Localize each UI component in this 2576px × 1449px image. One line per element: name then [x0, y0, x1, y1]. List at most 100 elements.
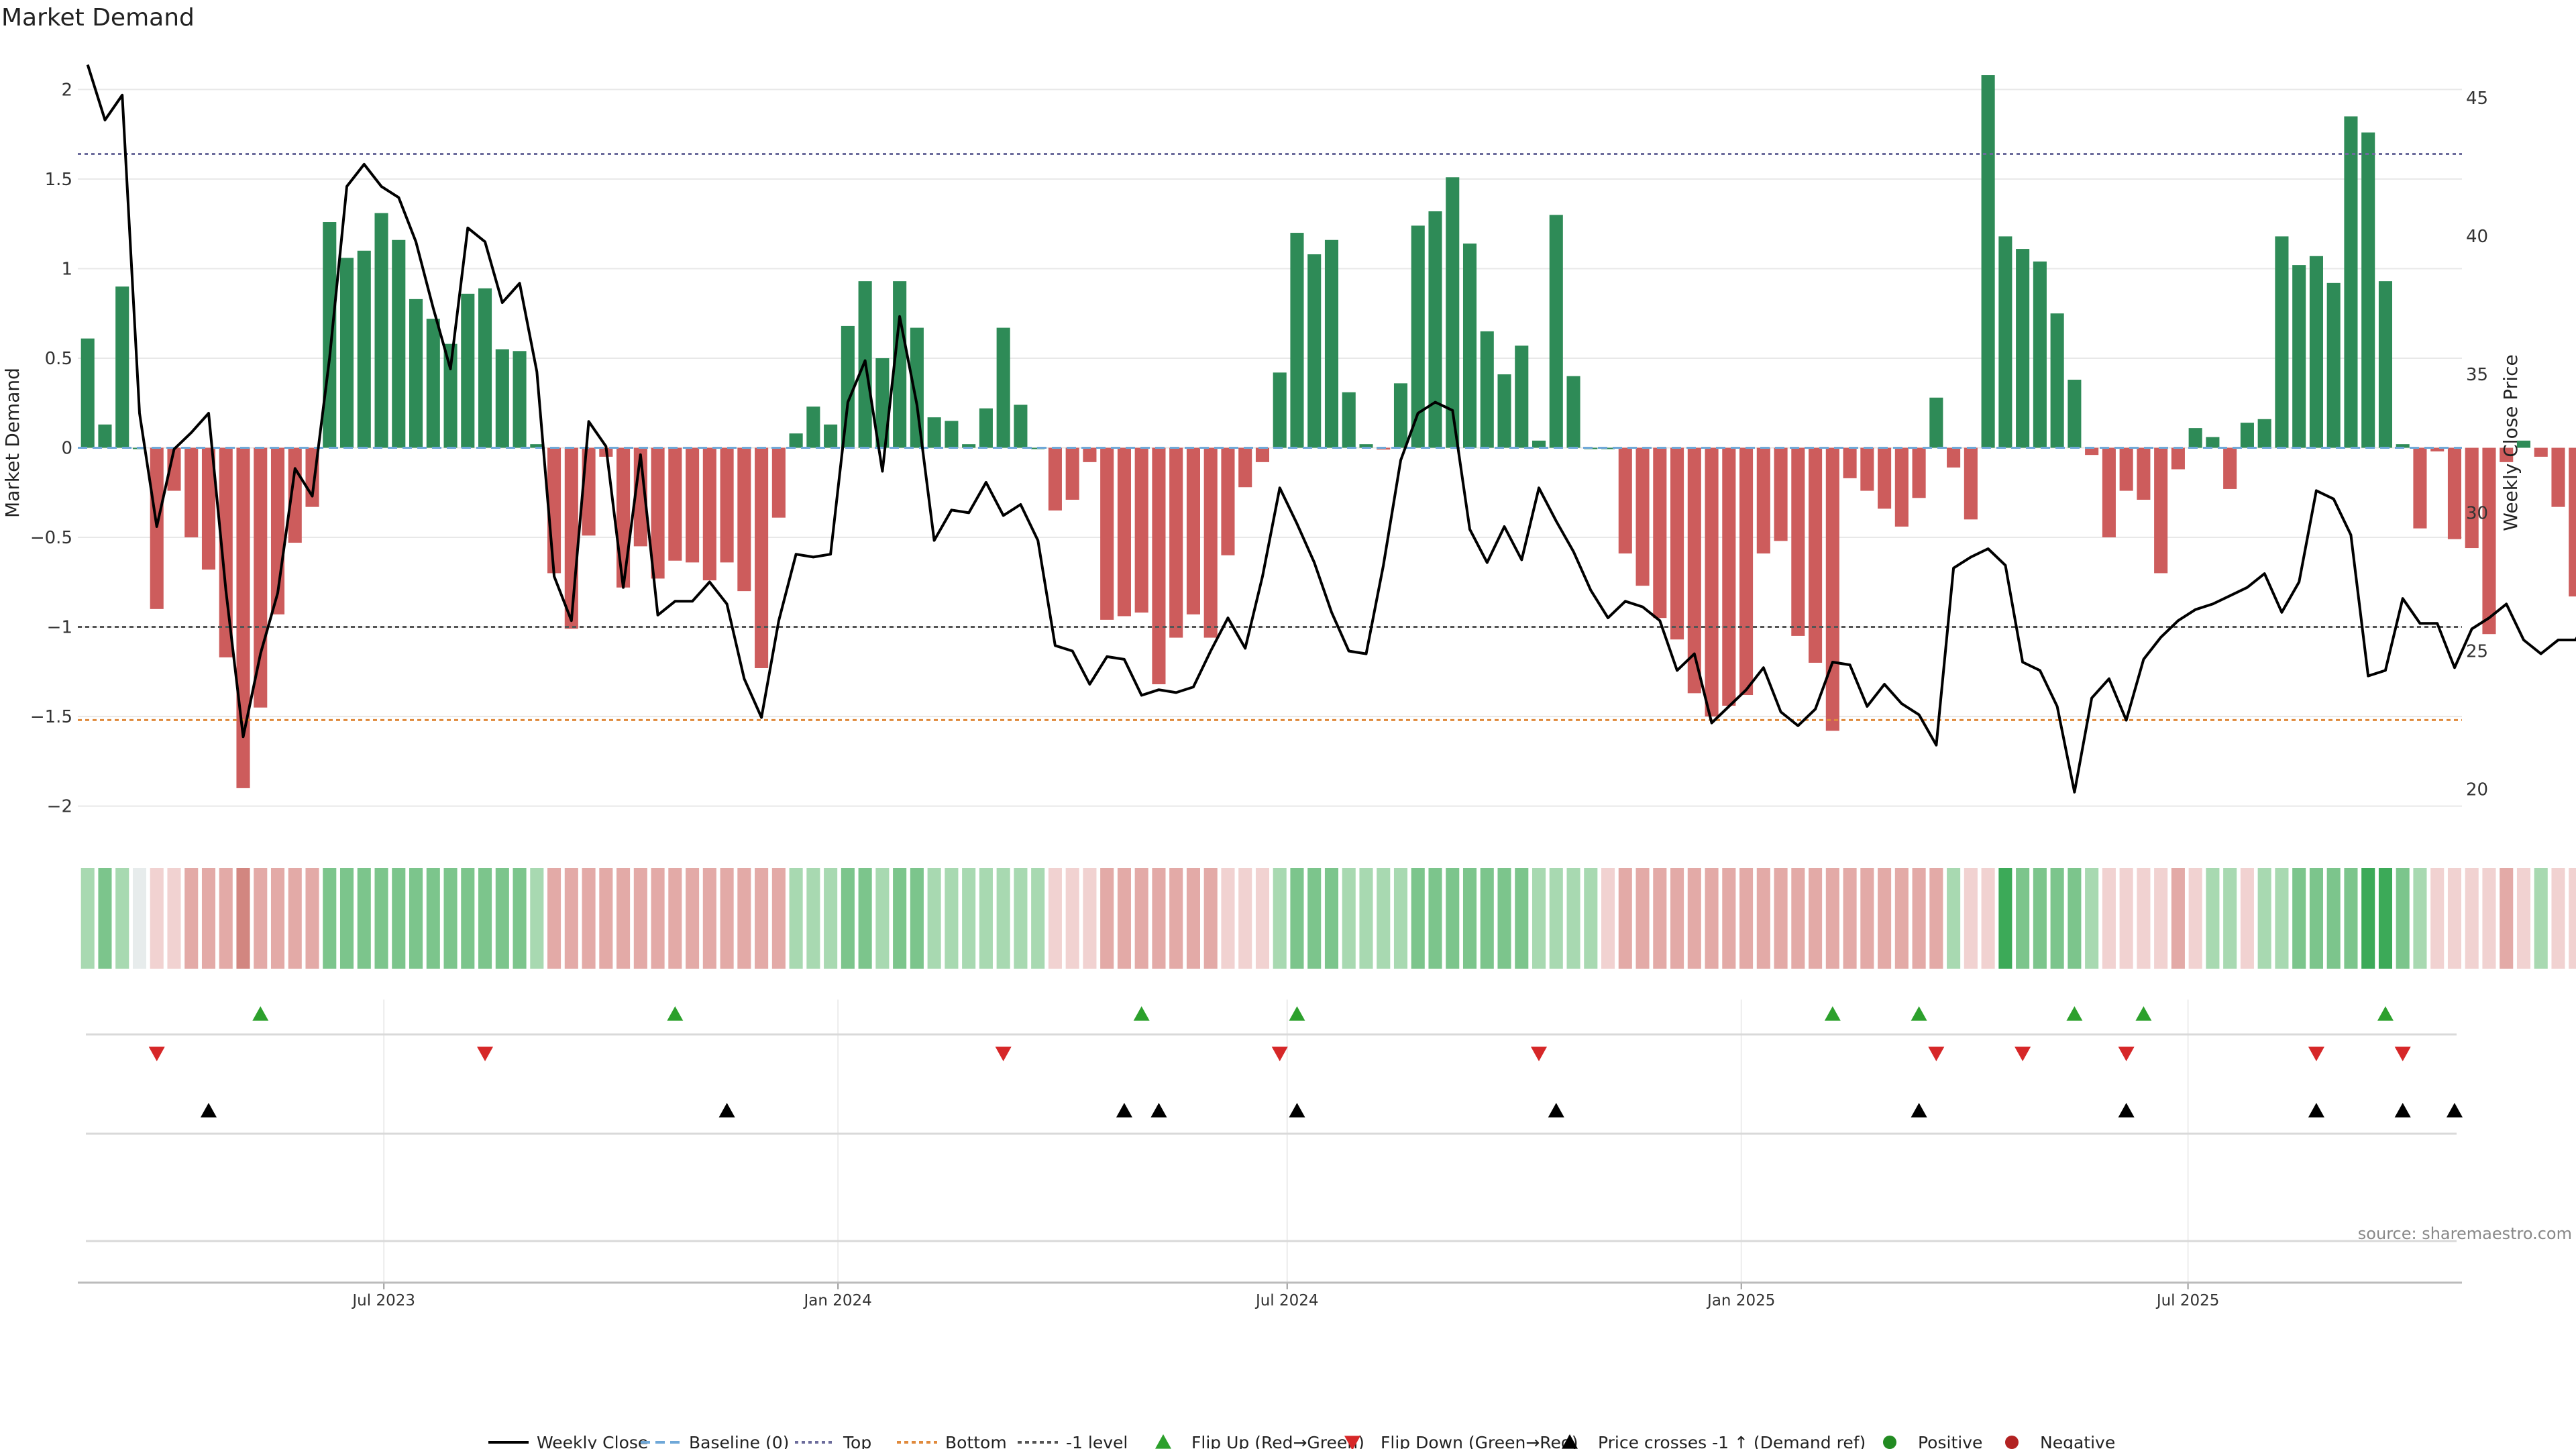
- demand-bar: [426, 319, 440, 448]
- strip-cell: [1255, 868, 1270, 969]
- demand-bar: [893, 281, 907, 448]
- y-left-tick-label: −1.5: [30, 707, 72, 727]
- demand-bar: [979, 408, 993, 448]
- strip-cell: [841, 868, 855, 969]
- strip-cell: [2569, 868, 2576, 969]
- strip-cell: [789, 868, 803, 969]
- strip-cell: [1014, 868, 1028, 969]
- strip-cell: [2292, 868, 2306, 969]
- strip-cell: [1342, 868, 1356, 969]
- strip-cell: [2447, 868, 2462, 969]
- strip-cell: [1307, 868, 1322, 969]
- demand-bar: [2050, 313, 2064, 448]
- x-tick-label: Jul 2024: [1254, 1292, 1319, 1309]
- price-cross-marker: [1116, 1103, 1132, 1118]
- demand-bar: [1307, 254, 1322, 448]
- strip-cell: [686, 868, 700, 969]
- strip-cell: [1843, 868, 1857, 969]
- strip-cell: [1964, 868, 1978, 969]
- strip-cell: [2326, 868, 2341, 969]
- strip-cell: [323, 868, 337, 969]
- demand-bar: [2361, 132, 2375, 448]
- strip-cell: [2551, 868, 2565, 969]
- strip-cell: [2534, 868, 2548, 969]
- demand-bar: [2102, 447, 2116, 538]
- strip-cell: [2413, 868, 2427, 969]
- demand-bar: [1428, 211, 1442, 448]
- demand-bar: [374, 213, 388, 448]
- demand-bar: [996, 327, 1010, 448]
- flip-up-marker: [2135, 1006, 2152, 1021]
- strip-cell: [1065, 868, 1079, 969]
- strip-cell: [1186, 868, 1200, 969]
- strip-cell: [443, 868, 458, 969]
- strip-cell: [1566, 868, 1580, 969]
- strip-cell: [1359, 868, 1373, 969]
- demand-bar: [1446, 177, 1460, 448]
- strip-cell: [1238, 868, 1252, 969]
- strip-cell: [288, 868, 302, 969]
- legend-label: Flip Down (Green→Red): [1381, 1433, 1578, 1449]
- y-right-tick-label: 30: [2466, 503, 2488, 523]
- demand-bar: [201, 447, 216, 570]
- strip-cell: [962, 868, 976, 969]
- demand-bar: [1878, 447, 1892, 509]
- strip-cell: [2500, 868, 2514, 969]
- demand-bar: [1393, 383, 1408, 448]
- strip-cell: [2344, 868, 2358, 969]
- strip-cell: [80, 868, 95, 969]
- demand-bar: [1100, 447, 1114, 620]
- strip-cell: [616, 868, 631, 969]
- demand-bar: [2016, 249, 2030, 448]
- demand-bar: [530, 444, 544, 448]
- strip-cell: [1618, 868, 1632, 969]
- demand-bar: [1238, 447, 1252, 488]
- x-tick-label: Jul 2023: [351, 1292, 415, 1309]
- demand-bar: [824, 424, 838, 448]
- demand-bar: [1515, 345, 1529, 448]
- chart-title: Market Demand: [1, 4, 195, 32]
- strip-cell: [858, 868, 872, 969]
- axes: Market Demand Weekly Close Price −2 −1.5 −…: [1, 80, 2522, 1309]
- demand-bar: [219, 447, 233, 657]
- strip-cell: [167, 868, 181, 969]
- strip-cell: [201, 868, 216, 969]
- demand-bars: [80, 75, 2576, 788]
- legend-label: Flip Up (Red→Green): [1191, 1433, 1364, 1449]
- strip-cell: [1635, 868, 1650, 969]
- demand-bar: [2482, 447, 2496, 635]
- demand-bar: [1601, 447, 1615, 449]
- y-left-tick-label: −2: [47, 797, 72, 817]
- strip-cell: [1393, 868, 1408, 969]
- demand-bar: [2326, 282, 2341, 448]
- y-left-tick-label: 0: [61, 439, 72, 459]
- demand-bar: [720, 447, 734, 563]
- strip-cell: [633, 868, 647, 969]
- strip-cell: [1134, 868, 1148, 969]
- strip-cell: [2068, 868, 2082, 969]
- strip-cell: [979, 868, 993, 969]
- demand-bar: [1532, 440, 1546, 448]
- strip-cell: [1324, 868, 1339, 969]
- strip-cell: [875, 868, 890, 969]
- demand-color-strip: [80, 868, 2576, 969]
- legend-swatch: [1155, 1434, 1171, 1449]
- legend-label: -1 level: [1066, 1433, 1128, 1449]
- demand-bar: [945, 421, 959, 448]
- y-left-tick-label: 0.5: [45, 349, 72, 369]
- demand-bar: [1653, 447, 1667, 619]
- strip-cell: [1998, 868, 2012, 969]
- strip-cell: [1825, 868, 1839, 969]
- demand-bar: [1273, 372, 1287, 448]
- flip-up-marker: [1911, 1006, 1927, 1021]
- demand-bar: [2413, 447, 2427, 529]
- demand-bar: [1117, 447, 1131, 616]
- demand-bar: [2309, 256, 2323, 448]
- demand-bar: [409, 299, 423, 448]
- strip-cell: [115, 868, 129, 969]
- demand-bar: [1929, 397, 1943, 448]
- flip-down-marker: [1271, 1046, 1288, 1061]
- strip-cell: [1601, 868, 1615, 969]
- strip-cell: [668, 868, 682, 969]
